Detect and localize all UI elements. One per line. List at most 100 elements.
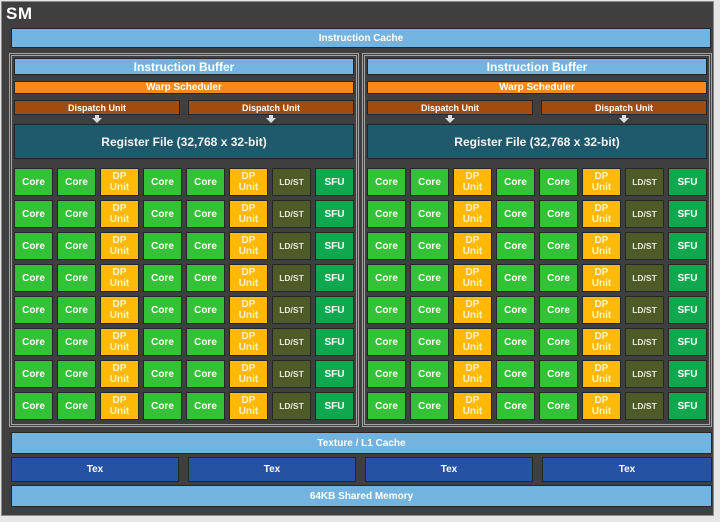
sfu-unit: SFU [315, 168, 354, 196]
core-unit: Core [186, 200, 225, 228]
ld-st-unit: LD/ST [625, 232, 664, 260]
core-unit: Core [14, 168, 53, 196]
ld-st-unit: LD/ST [625, 360, 664, 388]
dp-unit: DP Unit [453, 264, 492, 292]
core-unit: Core [367, 392, 406, 420]
shared-memory: 64KB Shared Memory [11, 485, 712, 507]
core-unit: Core [539, 360, 578, 388]
warp-scheduler: Warp Scheduler [367, 81, 707, 94]
ld-st-unit: LD/ST [272, 232, 311, 260]
core-unit: Core [57, 296, 96, 324]
ld-st-unit: LD/ST [272, 200, 311, 228]
tex-unit: Tex [188, 457, 356, 482]
core-unit: Core [496, 200, 535, 228]
core-unit: Core [539, 392, 578, 420]
dp-unit: DP Unit [100, 232, 139, 260]
core-unit: Core [367, 232, 406, 260]
core-unit: Core [14, 200, 53, 228]
dp-unit: DP Unit [229, 360, 268, 388]
sfu-unit: SFU [315, 264, 354, 292]
sfu-unit: SFU [668, 328, 707, 356]
ld-st-unit: LD/ST [272, 328, 311, 356]
core-unit: Core [539, 232, 578, 260]
dispatch-unit: Dispatch Unit [14, 100, 180, 115]
core-unit: Core [57, 168, 96, 196]
core-unit: Core [410, 328, 449, 356]
core-unit: Core [539, 200, 578, 228]
core-unit: Core [143, 328, 182, 356]
core-unit: Core [57, 200, 96, 228]
down-arrow-icon [266, 115, 276, 123]
dp-unit: DP Unit [453, 232, 492, 260]
core-unit: Core [186, 392, 225, 420]
tex-unit: Tex [542, 457, 712, 482]
core-unit: Core [57, 232, 96, 260]
register-file: Register File (32,768 x 32-bit) [367, 124, 707, 159]
core-unit: Core [186, 264, 225, 292]
core-unit: Core [367, 296, 406, 324]
dispatch-unit: Dispatch Unit [367, 100, 533, 115]
processing-block-left: Instruction Buffer Warp Scheduler Dispat… [9, 53, 359, 427]
sfu-unit: SFU [315, 392, 354, 420]
core-unit: Core [14, 360, 53, 388]
core-unit: Core [496, 264, 535, 292]
core-unit: Core [367, 200, 406, 228]
dp-unit: DP Unit [100, 328, 139, 356]
sm-block: SM Instruction Cache Instruction Buffer … [1, 1, 714, 516]
dp-unit: DP Unit [582, 168, 621, 196]
ld-st-unit: LD/ST [625, 200, 664, 228]
core-unit: Core [143, 168, 182, 196]
down-arrow-icon [619, 115, 629, 123]
ld-st-unit: LD/ST [625, 328, 664, 356]
dp-unit: DP Unit [229, 200, 268, 228]
sfu-unit: SFU [668, 360, 707, 388]
dp-unit: DP Unit [582, 392, 621, 420]
core-unit: Core [539, 168, 578, 196]
dp-unit: DP Unit [229, 232, 268, 260]
dp-unit: DP Unit [100, 392, 139, 420]
processing-block-right: Instruction Buffer Warp Scheduler Dispat… [362, 53, 712, 427]
sfu-unit: SFU [668, 232, 707, 260]
core-unit: Core [410, 360, 449, 388]
core-unit: Core [186, 360, 225, 388]
dp-unit: DP Unit [582, 296, 621, 324]
dp-unit: DP Unit [582, 264, 621, 292]
sfu-unit: SFU [315, 360, 354, 388]
dp-unit: DP Unit [453, 200, 492, 228]
dp-unit: DP Unit [453, 168, 492, 196]
sfu-unit: SFU [668, 168, 707, 196]
core-unit: Core [539, 328, 578, 356]
dp-unit: DP Unit [453, 360, 492, 388]
dp-unit: DP Unit [582, 360, 621, 388]
ld-st-unit: LD/ST [625, 296, 664, 324]
core-unit: Core [14, 232, 53, 260]
ld-st-unit: LD/ST [272, 168, 311, 196]
core-unit: Core [496, 168, 535, 196]
sfu-unit: SFU [315, 296, 354, 324]
core-unit: Core [539, 264, 578, 292]
ld-st-unit: LD/ST [625, 264, 664, 292]
dp-unit: DP Unit [453, 296, 492, 324]
sfu-unit: SFU [315, 328, 354, 356]
core-unit: Core [410, 168, 449, 196]
sfu-unit: SFU [668, 392, 707, 420]
core-unit: Core [186, 232, 225, 260]
core-unit: Core [410, 200, 449, 228]
dispatch-unit: Dispatch Unit [188, 100, 354, 115]
dp-unit: DP Unit [229, 168, 268, 196]
down-arrow-icon [445, 115, 455, 123]
core-unit: Core [186, 168, 225, 196]
dp-unit: DP Unit [229, 328, 268, 356]
core-unit: Core [367, 328, 406, 356]
dp-unit: DP Unit [100, 200, 139, 228]
core-unit: Core [143, 200, 182, 228]
dp-unit: DP Unit [100, 168, 139, 196]
core-unit: Core [57, 360, 96, 388]
dp-unit: DP Unit [582, 328, 621, 356]
core-unit: Core [496, 360, 535, 388]
core-unit: Core [367, 360, 406, 388]
dp-unit: DP Unit [100, 360, 139, 388]
core-unit: Core [539, 296, 578, 324]
core-unit: Core [496, 392, 535, 420]
dp-unit: DP Unit [582, 200, 621, 228]
